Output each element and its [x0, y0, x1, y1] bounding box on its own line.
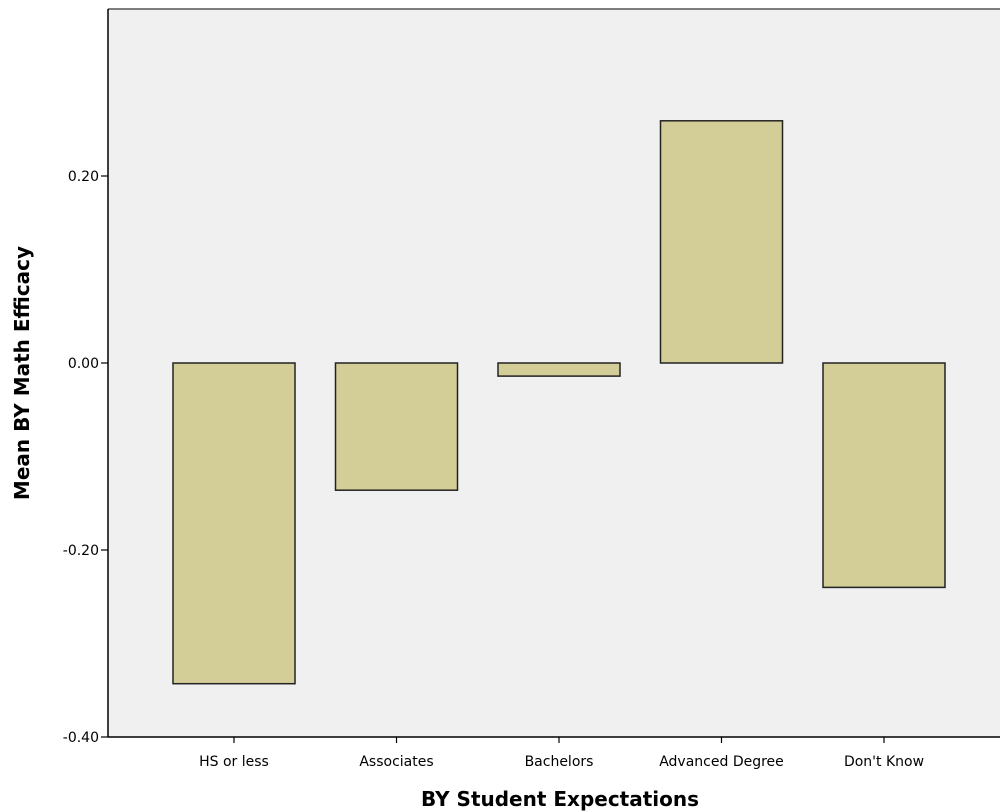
y-tick-label: -0.40 — [63, 730, 99, 746]
x-tick-label: Bachelors — [525, 754, 594, 770]
bar-bachelors — [497, 362, 621, 377]
bar-advanced-degree — [659, 120, 784, 364]
x-tick-label: Advanced Degree — [659, 754, 784, 770]
bar-associates — [334, 362, 459, 491]
x-tick-label: HS or less — [199, 754, 269, 770]
bar-hs-or-less — [172, 362, 296, 685]
y-axis-title: Mean BY Math Efficacy — [10, 246, 34, 500]
bar-don-t-know — [822, 362, 946, 589]
y-tick-label: 0.20 — [68, 169, 99, 185]
x-ticks-group: HS or less Associates Bachelors Advanced De… — [199, 737, 924, 770]
bars-group — [172, 120, 946, 685]
y-ticks-group: -0.40 -0.20 0.00 0.20 — [63, 169, 108, 746]
x-tick-label: Associates — [359, 754, 433, 770]
y-tick-label: 0.00 — [68, 356, 99, 372]
x-tick-label: Don't Know — [844, 754, 924, 770]
y-tick-label: -0.20 — [63, 543, 99, 559]
x-axis-title: BY Student Expectations — [421, 787, 699, 811]
